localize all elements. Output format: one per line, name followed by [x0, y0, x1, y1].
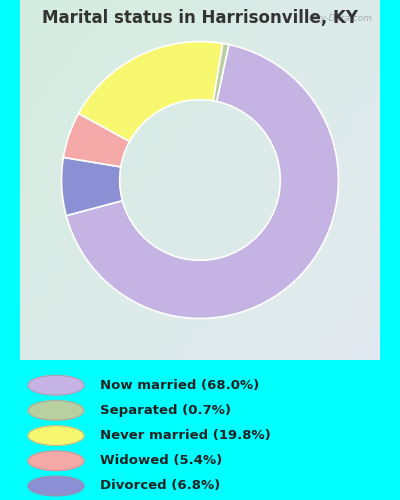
Circle shape [28, 426, 84, 446]
Text: Marital status in Harrisonville, KY: Marital status in Harrisonville, KY [42, 8, 358, 26]
Wedge shape [213, 44, 229, 102]
Circle shape [28, 451, 84, 470]
Text: Never married (19.8%): Never married (19.8%) [100, 429, 271, 442]
Text: City-Data.com: City-Data.com [309, 14, 373, 24]
Text: Widowed (5.4%): Widowed (5.4%) [100, 454, 222, 468]
Wedge shape [66, 44, 338, 318]
Text: Divorced (6.8%): Divorced (6.8%) [100, 480, 220, 492]
Wedge shape [78, 42, 223, 141]
Circle shape [28, 376, 84, 395]
Circle shape [28, 476, 84, 496]
Circle shape [28, 400, 84, 420]
Text: Now married (68.0%): Now married (68.0%) [100, 378, 259, 392]
Wedge shape [64, 114, 130, 167]
Text: Separated (0.7%): Separated (0.7%) [100, 404, 231, 417]
Wedge shape [62, 158, 122, 216]
